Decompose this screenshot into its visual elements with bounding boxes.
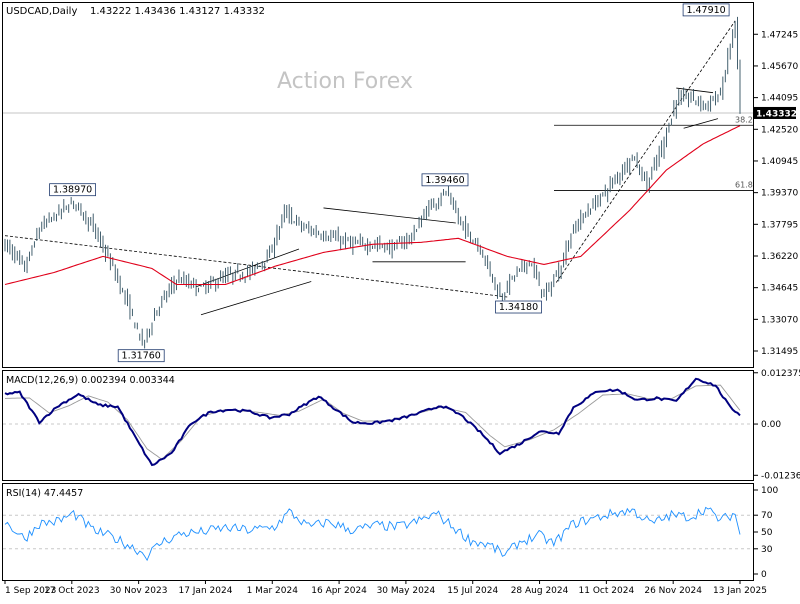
rsi-tick-label: 70: [761, 511, 773, 521]
price-tick-label: 1.37795: [761, 220, 798, 230]
macd-indicator-label: MACD(12,26,9) 0.002394 0.003344: [6, 375, 175, 386]
price-annotation-box: [117, 349, 165, 363]
macd-signal-line: [4, 384, 741, 460]
trendline: [676, 87, 714, 94]
x-tick-label: 30 May 2024: [377, 586, 436, 596]
trendline: [323, 207, 456, 224]
price-tick-label: 1.45670: [761, 62, 798, 72]
trendline: [683, 118, 719, 129]
macd-tick-label: -0.012367: [761, 471, 800, 481]
x-tick-label: 30 Nov 2023: [110, 586, 168, 596]
price-annotation-label: 1.39460: [425, 175, 464, 186]
x-tick-label: 26 Nov 2024: [644, 586, 702, 596]
x-tick-label: 11 Oct 2024: [579, 586, 635, 596]
rsi-line: [4, 506, 741, 562]
chart-symbol: USDCAD,Daily: [6, 6, 77, 17]
trendline: [200, 281, 312, 316]
price-annotation-box: [495, 300, 542, 314]
moving-average: [4, 125, 741, 286]
rsi-indicator-label: RSI(14) 47.4457: [6, 488, 83, 499]
moving-average-line: [4, 125, 741, 286]
macd-main-line: [4, 377, 741, 467]
grid-lines: [3, 112, 753, 550]
price-tick-label: 1.40945: [761, 157, 798, 167]
current-price-label: 1.43332: [756, 109, 797, 119]
watermark: Action Forex: [277, 69, 413, 94]
macd-tick-label: 0.012375: [761, 369, 800, 379]
price-annotation-label: 1.31760: [122, 351, 161, 362]
price-annotation-box: [49, 183, 96, 197]
macd-lines: [4, 377, 741, 467]
rsi-line-path: [4, 506, 741, 562]
trendline: [555, 20, 736, 283]
macd-panel-frame: [2, 370, 754, 481]
price-tick-label: 1.33070: [761, 315, 798, 325]
x-tick-label: 1 Mar 2024: [247, 586, 299, 596]
x-tick-label: 16 Apr 2024: [311, 586, 367, 596]
price-annotation-label: 1.47910: [686, 5, 725, 16]
price-tick-label: 1.34645: [761, 284, 798, 294]
price-annotation-box: [421, 173, 469, 187]
macd-tick-label: 0.00: [761, 420, 781, 430]
trendline: [306, 271, 508, 298]
x-tick-label: 17 Jan 2024: [178, 586, 232, 596]
rsi-panel-frame: [2, 483, 754, 581]
rsi-tick-label: 30: [761, 545, 773, 555]
axis-labels: 1.47245 1.45670 1.44095 1.42520 1.40945 1.393…: [4, 3, 800, 596]
rsi-tick-label: 100: [761, 486, 778, 496]
rsi-tick-label: 0: [761, 570, 767, 580]
price-tick-label: 1.44095: [761, 94, 798, 104]
price-tick-label: 1.47245: [761, 30, 798, 40]
price-candles: [4, 16, 741, 349]
fib-level-label: 38.2: [735, 115, 753, 124]
price-tick-label: 1.31495: [761, 347, 798, 357]
price-tick-label: 1.36220: [761, 252, 798, 262]
x-tick-label: 28 Aug 2024: [511, 586, 569, 596]
price-annotation-box: [682, 3, 730, 17]
price-annotation-label: 1.38970: [53, 185, 92, 196]
price-tick-label: 1.42520: [761, 125, 798, 135]
x-tick-label: 15 Jul 2024: [447, 586, 498, 596]
trendline: [4, 235, 307, 273]
chart-ohlc: 1.43222 1.43436 1.43127 1.43332: [90, 6, 265, 17]
price-panel-frame: [2, 2, 754, 368]
price-annotation-label: 1.34180: [499, 302, 538, 313]
x-tick-label: 13 Jan 2025: [713, 586, 767, 596]
price-tick-label: 1.39370: [761, 189, 798, 199]
fib-level-label: 61.8: [735, 180, 753, 189]
x-tick-label: 17 Oct 2023: [44, 586, 100, 596]
x-tick-label: 1 Sep 2023: [5, 586, 56, 596]
trendlines: [4, 20, 753, 316]
current-price-box: [754, 106, 796, 119]
rsi-tick-label: 50: [761, 528, 773, 538]
